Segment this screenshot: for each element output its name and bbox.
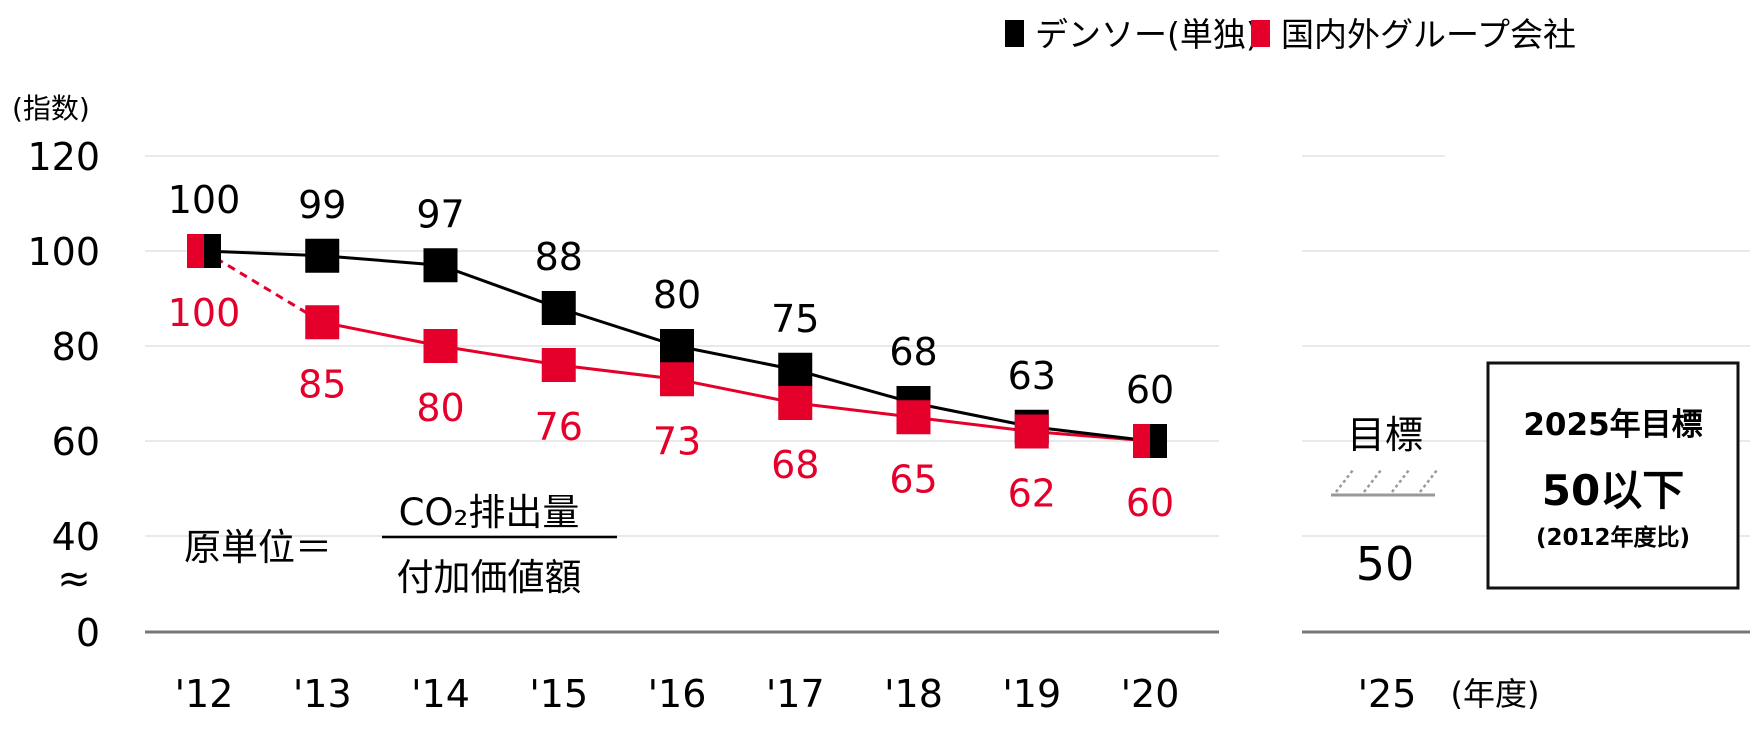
x-tick-label: '20: [1121, 672, 1180, 716]
data-label-denso: 97: [416, 192, 464, 236]
y-tick-label: 40: [52, 515, 100, 559]
formula-lhs: 原単位＝: [184, 526, 332, 569]
marker-denso-half: [204, 234, 221, 268]
x-tick-label: '18: [884, 672, 943, 716]
y-tick-label: 120: [27, 135, 100, 179]
data-label-group: 62: [1008, 472, 1056, 516]
x-tick-label: '15: [529, 672, 588, 716]
target-label: 目標: [1347, 413, 1423, 457]
marker-group: [305, 305, 340, 340]
data-label-denso: 88: [535, 235, 583, 279]
y-tick-label: 100: [27, 230, 100, 274]
marker-group: [778, 386, 813, 420]
x-tick-label: '13: [293, 672, 352, 716]
x-axis-label: (年度): [1451, 675, 1540, 713]
marker-denso: [660, 329, 694, 363]
axis-break-icon: ≈: [57, 556, 91, 602]
data-label-denso: 100: [168, 178, 241, 222]
legend: デンソー(単独) 国内外グループ会社: [1005, 15, 1576, 54]
series-line-segment: [676, 344, 796, 372]
x-tick-label: '12: [175, 672, 234, 716]
data-labels: 100 99 97 88 80 75 68 63 60 100 85 80 76 73 68 65 62 60: [168, 178, 1174, 525]
data-label-denso: 99: [298, 183, 346, 227]
x-tick-label: '16: [648, 672, 707, 716]
marker-group: [423, 329, 458, 363]
data-label-group: 76: [535, 405, 583, 449]
target-box-value: 50以下: [1542, 466, 1684, 515]
series-line-segment: [1031, 425, 1151, 443]
marker-group: [1014, 414, 1049, 449]
data-label-group: 85: [298, 362, 346, 406]
data-label-group: 100: [168, 291, 241, 335]
data-label-denso: 80: [653, 273, 701, 317]
formula: 原単位＝ CO₂排出量 付加価値額: [184, 491, 617, 599]
data-label-denso: 60: [1126, 368, 1174, 412]
data-label-group: 73: [653, 419, 701, 463]
data-label-group: 65: [889, 457, 937, 501]
series-line-segment: [795, 401, 914, 419]
series-line-segment: [203, 249, 324, 324]
marker-denso: [423, 248, 458, 283]
data-label-group: 60: [1126, 481, 1174, 525]
marker-denso: [305, 238, 340, 273]
marker-denso-half: [1150, 424, 1167, 458]
target-hatch-icon: [1331, 469, 1438, 497]
series-line-segment: [321, 320, 441, 348]
series-line-segment: [558, 306, 678, 348]
target-value: 50: [1356, 537, 1415, 591]
x-tick-target: '25: [1358, 672, 1417, 716]
series-lines: [203, 249, 1151, 443]
data-label-denso: 75: [771, 297, 819, 341]
marker-group-half: [187, 234, 204, 268]
marker-group: [541, 348, 576, 382]
marker-group: [896, 400, 931, 435]
x-tick-label: '19: [1002, 672, 1061, 716]
data-label-group: 80: [416, 386, 464, 430]
target-box: 2025年目標 50以下 (2012年度比): [1486, 361, 1740, 590]
data-label-group: 68: [771, 443, 819, 487]
marker-denso: [541, 291, 576, 325]
y-tick-label: 0: [76, 611, 100, 655]
data-label-denso: 68: [889, 330, 937, 374]
legend-label-denso: デンソー(単独): [1035, 15, 1259, 54]
series-line-segment: [322, 254, 441, 267]
y-tick-label: 80: [52, 325, 100, 369]
series-line-segment: [440, 344, 559, 367]
data-label-denso: 63: [1008, 354, 1056, 398]
series-line-segment: [794, 368, 914, 405]
series-line-segment: [913, 415, 1032, 433]
legend-swatch-denso: [1005, 20, 1024, 47]
y-tick-label: 60: [52, 420, 100, 464]
series-line-segment: [558, 363, 678, 381]
marker-group-half: [1133, 424, 1150, 458]
y-axis-label: (指数): [12, 92, 90, 125]
series-line-segment: [439, 263, 560, 310]
marker-denso: [778, 352, 813, 387]
x-tick-label: '17: [766, 672, 825, 716]
target-column: 目標 50 '25 (年度): [1331, 413, 1539, 716]
series-markers: [187, 234, 1167, 458]
series-line-segment: [676, 377, 796, 405]
formula-denominator: 付加価値額: [397, 556, 582, 599]
marker-group: [660, 362, 694, 397]
target-box-title: 2025年目標: [1523, 407, 1702, 443]
series-line-segment: [203, 249, 323, 258]
series-line-segment: [913, 401, 1033, 429]
x-tick-labels: '12 '13 '14 '15 '16 '17 '18 '19 '20: [175, 672, 1180, 716]
x-tick-label: '14: [411, 672, 470, 716]
y-tick-labels: 120 100 80 60 40 0: [27, 135, 100, 655]
legend-label-group: 国内外グループ会社: [1281, 15, 1576, 54]
target-box-note: (2012年度比): [1536, 524, 1690, 551]
formula-numerator: CO₂排出量: [399, 491, 580, 534]
legend-swatch-group: [1251, 20, 1270, 47]
